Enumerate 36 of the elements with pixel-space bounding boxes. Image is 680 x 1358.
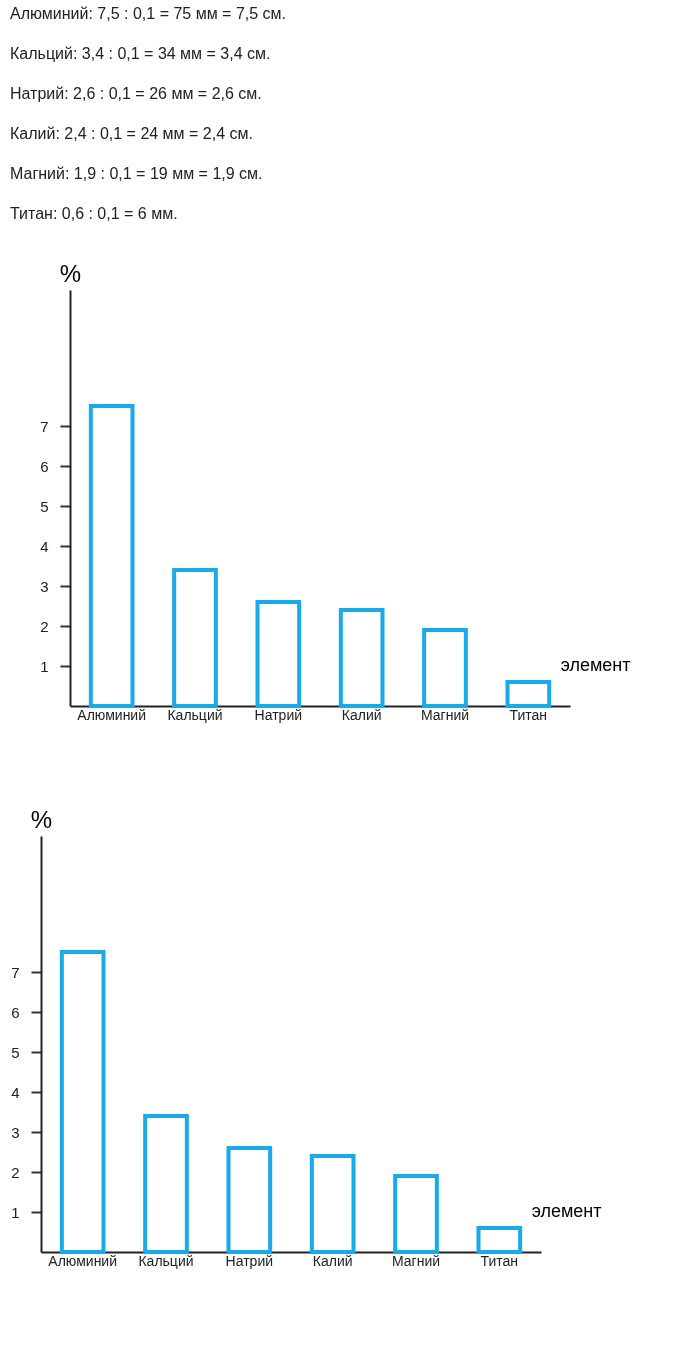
y-tick-label: 3 (40, 577, 49, 595)
x-tick-label: Магний (391, 1252, 441, 1269)
y-axis-title: % (30, 805, 53, 833)
y-tick-label: 2 (40, 617, 49, 635)
y-axis-title: % (59, 259, 82, 287)
text: Кальций: 3,4 : 0,1 = 34 мм = 3,4 см. (10, 45, 271, 62)
text: Титан: 0,6 : 0,1 = 6 мм. (10, 205, 178, 222)
y-tick-label: 3 (11, 1123, 20, 1141)
y-tick-label: 1 (11, 1203, 20, 1221)
x-tick-label: Кальций (167, 706, 223, 723)
y-tick-label: 5 (40, 497, 49, 515)
y-tick-label: 1 (40, 657, 49, 675)
x-tick-label: Калий (312, 1252, 353, 1269)
y-tick-label: 4 (40, 537, 49, 555)
x-tick-label: Натрий (254, 706, 303, 723)
y-tick-label: 6 (11, 1003, 20, 1021)
x-axis-title: элемент (531, 1200, 602, 1221)
text: Магний: 1,9 : 0,1 = 19 мм = 1,9 см. (10, 165, 263, 182)
x-tick-label: Алюминий (77, 706, 146, 723)
x-tick-label: Натрий (225, 1252, 274, 1269)
y-tick-label: 2 (11, 1163, 20, 1181)
y-tick-label: 5 (11, 1043, 20, 1061)
x-tick-label: Калий (341, 706, 382, 723)
x-tick-label: Титан (480, 1252, 519, 1269)
text: Алюминий: 7,5 : 0,1 = 75 мм = 7,5 см. (10, 5, 287, 22)
text: Калий: 2,4 : 0,1 = 24 мм = 2,4 см. (10, 125, 253, 142)
x-tick-label: Титан (509, 706, 548, 723)
x-axis-title: элемент (560, 654, 631, 675)
x-tick-label: Кальций (138, 1252, 194, 1269)
y-tick-label: 7 (40, 417, 49, 435)
text: Натрий: 2,6 : 0,1 = 26 мм = 2,6 см. (10, 85, 262, 102)
x-tick-label: Алюминий (48, 1252, 117, 1269)
y-tick-label: 4 (11, 1083, 20, 1101)
x-tick-label: Магний (420, 706, 470, 723)
y-tick-label: 7 (11, 963, 20, 981)
y-tick-label: 6 (40, 457, 49, 475)
